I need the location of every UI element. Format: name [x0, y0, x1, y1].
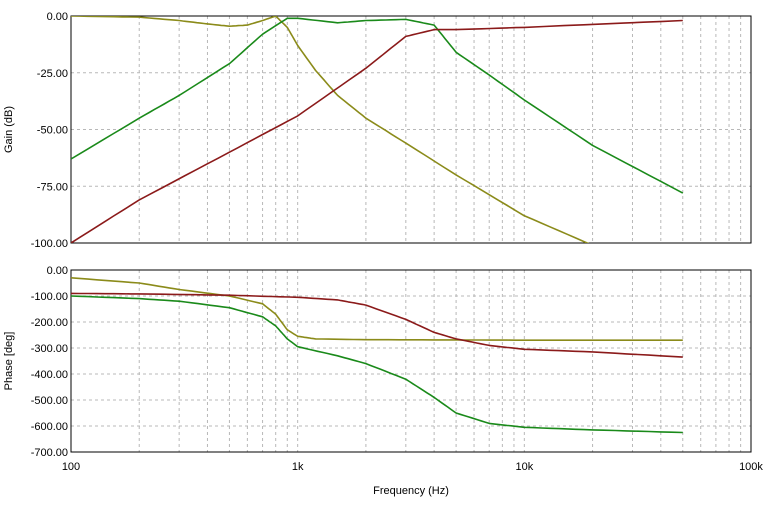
- series-line-2: [71, 295, 683, 434]
- x-tick-label: 10k: [515, 461, 533, 473]
- phase-y-axis-label: Phase [deg]: [3, 332, 15, 391]
- series-line-2: [71, 17, 684, 194]
- x-tick-label: 1k: [292, 461, 304, 473]
- phase-series: [71, 277, 683, 434]
- series-line-3: [71, 19, 683, 243]
- y-tick-label: -300.00: [31, 343, 68, 355]
- gain-y-axis-label: Gain (dB): [3, 106, 15, 153]
- x-axis-label: Frequency (Hz): [373, 485, 449, 497]
- series-line-3: [71, 292, 683, 358]
- series-line-1: [71, 277, 683, 342]
- y-tick-label: -75.00: [37, 181, 68, 193]
- phase-grid: [71, 270, 751, 452]
- gain-y-tick-labels: 0.00 -25.00 -50.00 -75.00 -100.00: [31, 11, 68, 250]
- x-tick-label: 100k: [739, 461, 763, 473]
- phase-y-tick-labels: 0.00 -100.00 -200.00 -300.00 -400.00 -500.00 -…: [31, 265, 68, 459]
- y-tick-label: -500.00: [31, 395, 68, 407]
- y-tick-label: 0.00: [47, 11, 68, 23]
- y-tick-label: -100.00: [31, 291, 68, 303]
- x-tick-labels: 100 1k 10k 100k: [62, 461, 764, 473]
- y-tick-label: -25.00: [37, 68, 68, 80]
- gain-plot-frame: [70, 15, 752, 244]
- gain-grid: [71, 16, 751, 243]
- y-tick-label: 0.00: [47, 265, 68, 277]
- y-tick-label: -100.00: [31, 238, 68, 250]
- gain-series: [71, 16, 684, 243]
- phase-panel: 0.00 -100.00 -200.00 -300.00 -400.00 -500.00 -…: [3, 265, 763, 473]
- phase-plot-frame: [70, 269, 752, 453]
- y-tick-label: -50.00: [37, 125, 68, 137]
- series-line-1: [71, 16, 590, 243]
- y-tick-label: -600.00: [31, 421, 68, 433]
- x-tick-label: 100: [62, 461, 80, 473]
- y-tick-label: -200.00: [31, 317, 68, 329]
- y-tick-label: -700.00: [31, 447, 68, 459]
- y-tick-label: -400.00: [31, 369, 68, 381]
- gain-panel: 0.00 -25.00 -50.00 -75.00 -100.00 Gain (dB): [3, 11, 752, 250]
